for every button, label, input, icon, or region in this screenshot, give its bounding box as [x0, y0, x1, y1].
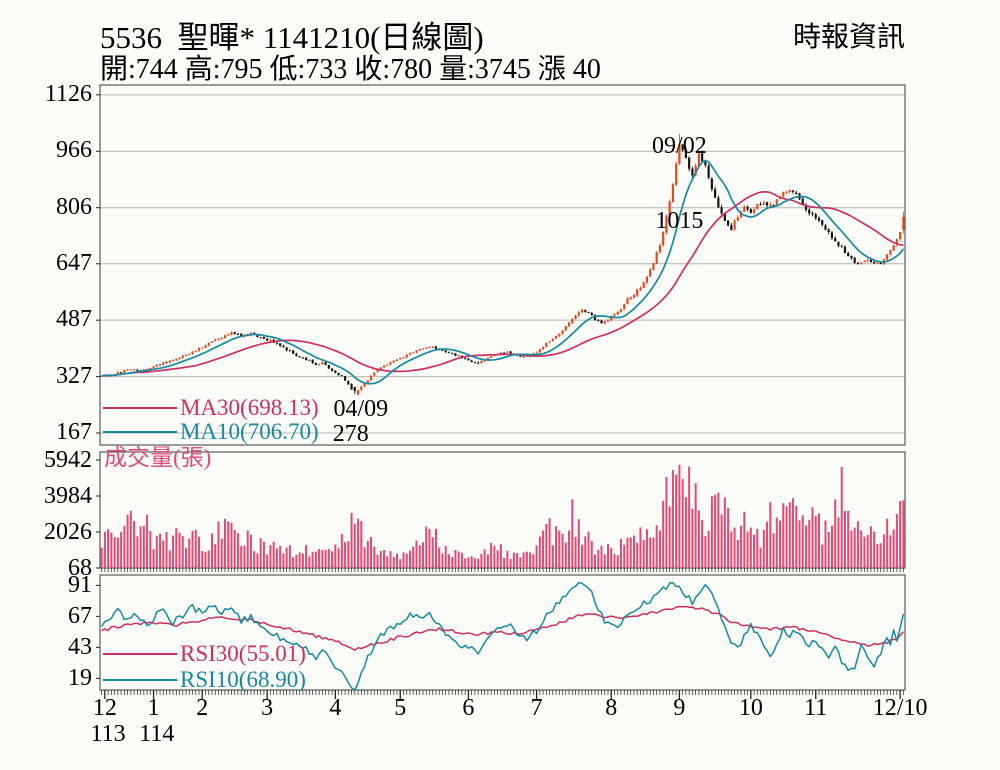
month-tick-label: 10 [738, 695, 763, 721]
month-tick-label: 9 [673, 695, 686, 721]
year-tick-label: 114 [139, 721, 175, 747]
brand-label: 時報資訊 [792, 22, 905, 53]
chart-title: 5536 聖暉* 1141210(日線圖) [100, 20, 484, 55]
ma10-legend-label: MA10(706.70) [180, 419, 319, 444]
ma10-line-swatch [103, 431, 177, 433]
rsi10-legend-label: RSI10(68.90) [180, 667, 306, 692]
ohlc-summary: 開:744 高:795 低:733 收:780 量:3745 漲 40 [100, 54, 601, 85]
rsi-tick-label: 91 [68, 572, 92, 599]
rsi30-legend-label: RSI30(55.01) [180, 641, 306, 666]
volume-tick-label: 3984 [44, 483, 92, 509]
price-tick-label: 1126 [44, 80, 92, 107]
price-tick-label: 806 [56, 193, 92, 220]
month-tick-label: 2 [196, 695, 209, 721]
month-tick-label: 6 [462, 695, 475, 721]
month-tick-label: 12/10 [872, 695, 928, 721]
volume-tick-label: 2026 [44, 519, 92, 545]
month-tick-label: 4 [329, 695, 342, 721]
month-tick-label: 5 [394, 695, 407, 721]
price-tick-label: 327 [56, 362, 92, 389]
rsi-tick-label: 19 [68, 665, 92, 692]
price-tick-label: 966 [56, 137, 92, 164]
low-annotation-date: 04/09 [333, 395, 389, 422]
month-tick-label: 12 [92, 695, 117, 721]
ma30-legend-label: MA30(698.13) [180, 395, 319, 420]
price-tick-label: 647 [56, 249, 92, 276]
price-tick-label: 167 [56, 419, 92, 445]
ma10-legend: MA10(706.70) [103, 420, 319, 444]
year-tick-label: 113 [90, 721, 126, 747]
month-tick-label: 3 [261, 695, 274, 721]
rsi10-legend: RSI10(68.90) [103, 668, 306, 692]
rsi10-line-swatch [103, 679, 177, 681]
volume-tick-label: 68 [68, 555, 92, 581]
volume-tick-label: 5942 [44, 447, 92, 473]
low-annotation-value: 278 [332, 420, 369, 447]
month-tick-label: 11 [804, 695, 828, 721]
ma30-legend: MA30(698.13) [103, 396, 319, 420]
price-tick-label: 487 [56, 306, 92, 333]
volume-title-label: 成交量(張) [104, 445, 212, 470]
month-tick-label: 8 [605, 695, 618, 721]
month-tick-label: 1 [147, 695, 160, 721]
peak-annotation: 09/02 1015 [652, 84, 707, 284]
rsi30-legend: RSI30(55.01) [103, 642, 306, 666]
rsi30-line-swatch [103, 653, 177, 655]
rsi-tick-label: 43 [68, 634, 92, 661]
rsi-tick-label: 67 [68, 603, 92, 630]
peak-value: 1015 [655, 208, 704, 234]
peak-date: 09/02 [652, 133, 707, 159]
ma30-line-swatch [103, 407, 177, 409]
month-tick-label: 7 [530, 695, 543, 721]
volume-panel-title: 成交量(張) [104, 446, 211, 470]
